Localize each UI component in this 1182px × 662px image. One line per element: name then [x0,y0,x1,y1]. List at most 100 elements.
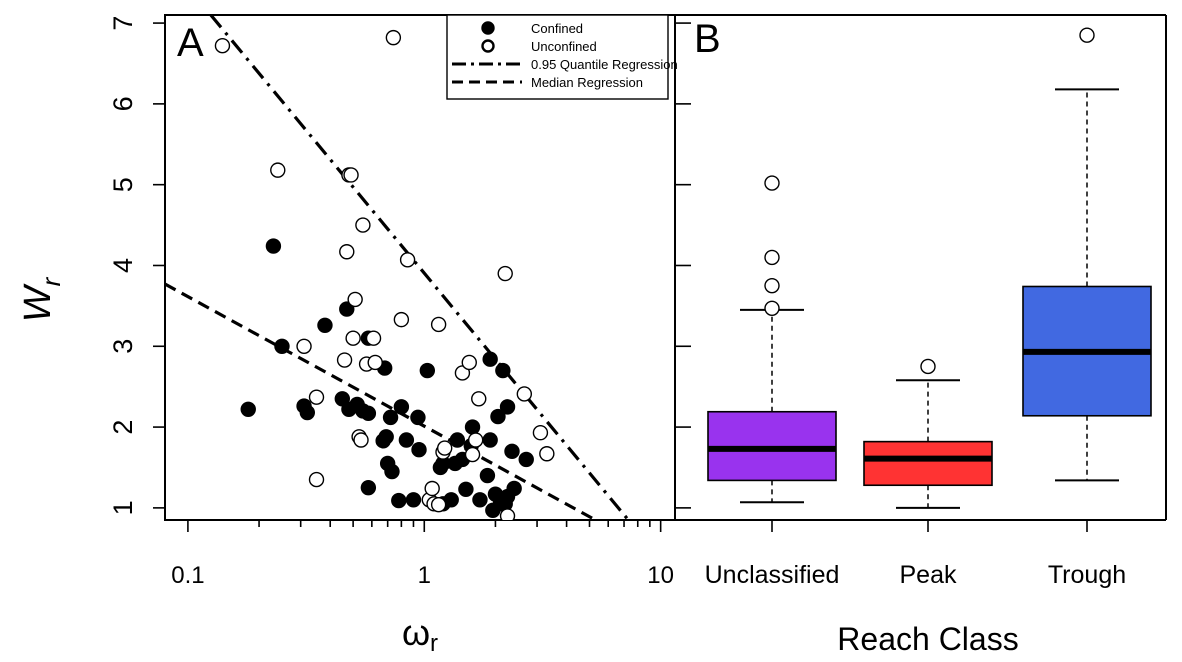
legend-label-0: Confined [531,21,583,36]
panel-a-plot-area [165,15,630,520]
outlier-point [764,277,780,294]
outlier-point [764,175,780,191]
point-confined [518,451,534,468]
x-axis-title-reach-class: Reach Class [837,621,1018,657]
point-confined [339,301,355,317]
point-unconfined [353,432,369,448]
point-confined [464,419,481,435]
point-unconfined [532,425,549,441]
regression-line-dashed [165,282,597,520]
point-confined [482,432,498,448]
x-tick-label-0.1: 0.1 [171,562,204,589]
box-unclassified [707,175,837,504]
point-unconfined [461,354,477,371]
point-unconfined [343,167,359,183]
y-tick-label-7: 7 [108,16,138,31]
category-label-unclassified: Unclassified [705,561,840,589]
point-confined [393,399,410,415]
point-unconfined [308,389,325,405]
panel-b-boxplot: B Unclassified Peak Trough Reach Class [675,14,1167,657]
y-tick-label-2: 2 [108,420,138,435]
point-unconfined [464,446,481,463]
point-confined [317,317,333,333]
box-trough [1022,27,1152,482]
panel-label-a: A [177,21,204,65]
point-confined [495,362,511,379]
point-unconfined [214,38,231,54]
point-confined [398,432,415,448]
legend-label-3: Median Regression [531,75,643,90]
point-confined [299,404,316,421]
point-confined [360,405,377,422]
point-confined [504,443,520,460]
point-unconfined [296,338,312,354]
point-unconfined [497,265,513,282]
y-tick-label-3: 3 [108,339,138,354]
point-confined [479,467,496,484]
point-unconfined [399,252,416,268]
point-unconfined [467,432,484,448]
y-axis-title: Wr [17,276,66,322]
point-unconfined [355,217,371,233]
point-unconfined [516,386,533,402]
category-label-trough: Trough [1048,561,1126,589]
outlier-point [764,300,780,317]
point-confined [382,409,399,426]
point-confined [482,351,498,367]
x-tick-label-1: 1 [418,562,431,589]
panel-label-b: B [694,17,721,61]
y-tick-label-5: 5 [108,177,138,192]
point-unconfined [436,440,453,456]
point-unconfined [308,471,325,488]
box-peak [863,358,993,509]
point-unconfined [367,354,383,371]
point-confined [458,481,474,497]
category-label-peak: Peak [900,561,957,589]
point-unconfined [339,244,355,260]
point-confined [472,492,488,508]
point-confined [360,479,377,496]
point-unconfined [424,480,440,497]
iqr-box [863,440,993,487]
point-confined [240,401,256,418]
point-confined [419,362,436,379]
point-unconfined [385,29,402,46]
y-tick-label-1: 1 [108,500,138,515]
point-confined [499,399,516,415]
panel-a-scatter: 1 2 3 4 5 6 7 0.1 1 10 Wr ωr A Confined Unconfined 0.95… [17,14,678,657]
point-confined [490,408,506,425]
point-confined [411,442,427,458]
regression-line-dash-dot [209,15,630,520]
point-confined [378,429,394,445]
panel-a-frame [164,14,676,521]
point-unconfined [471,391,487,407]
outlier-point [920,358,936,375]
legend-label-2: 0.95 Quantile Regression [531,57,678,72]
outlier-point [1079,27,1095,43]
point-unconfined [336,352,353,368]
point-unconfined [499,508,516,520]
point-confined [384,463,400,480]
legend: Confined Unconfined 0.95 Quantile Regressi… [446,14,678,100]
x-tick-label-10: 10 [647,562,674,589]
point-unconfined [430,316,447,333]
legend-label-1: Unconfined [531,39,597,54]
point-unconfined [393,311,410,328]
point-unconfined [345,330,361,346]
legend-marker-1 [481,39,495,53]
y-tick-label-6: 6 [108,96,138,111]
outlier-point [764,249,780,266]
point-confined [274,338,290,354]
y-tick-label-4: 4 [108,258,138,273]
x-axis-title: ωr [402,612,438,657]
point-confined [506,480,522,497]
point-confined [410,409,426,426]
point-confined [449,432,466,448]
point-confined [405,492,422,508]
point-confined [265,238,282,254]
point-unconfined [270,162,286,178]
legend-marker-0 [481,21,495,35]
point-unconfined [347,291,363,308]
point-unconfined [539,446,555,462]
